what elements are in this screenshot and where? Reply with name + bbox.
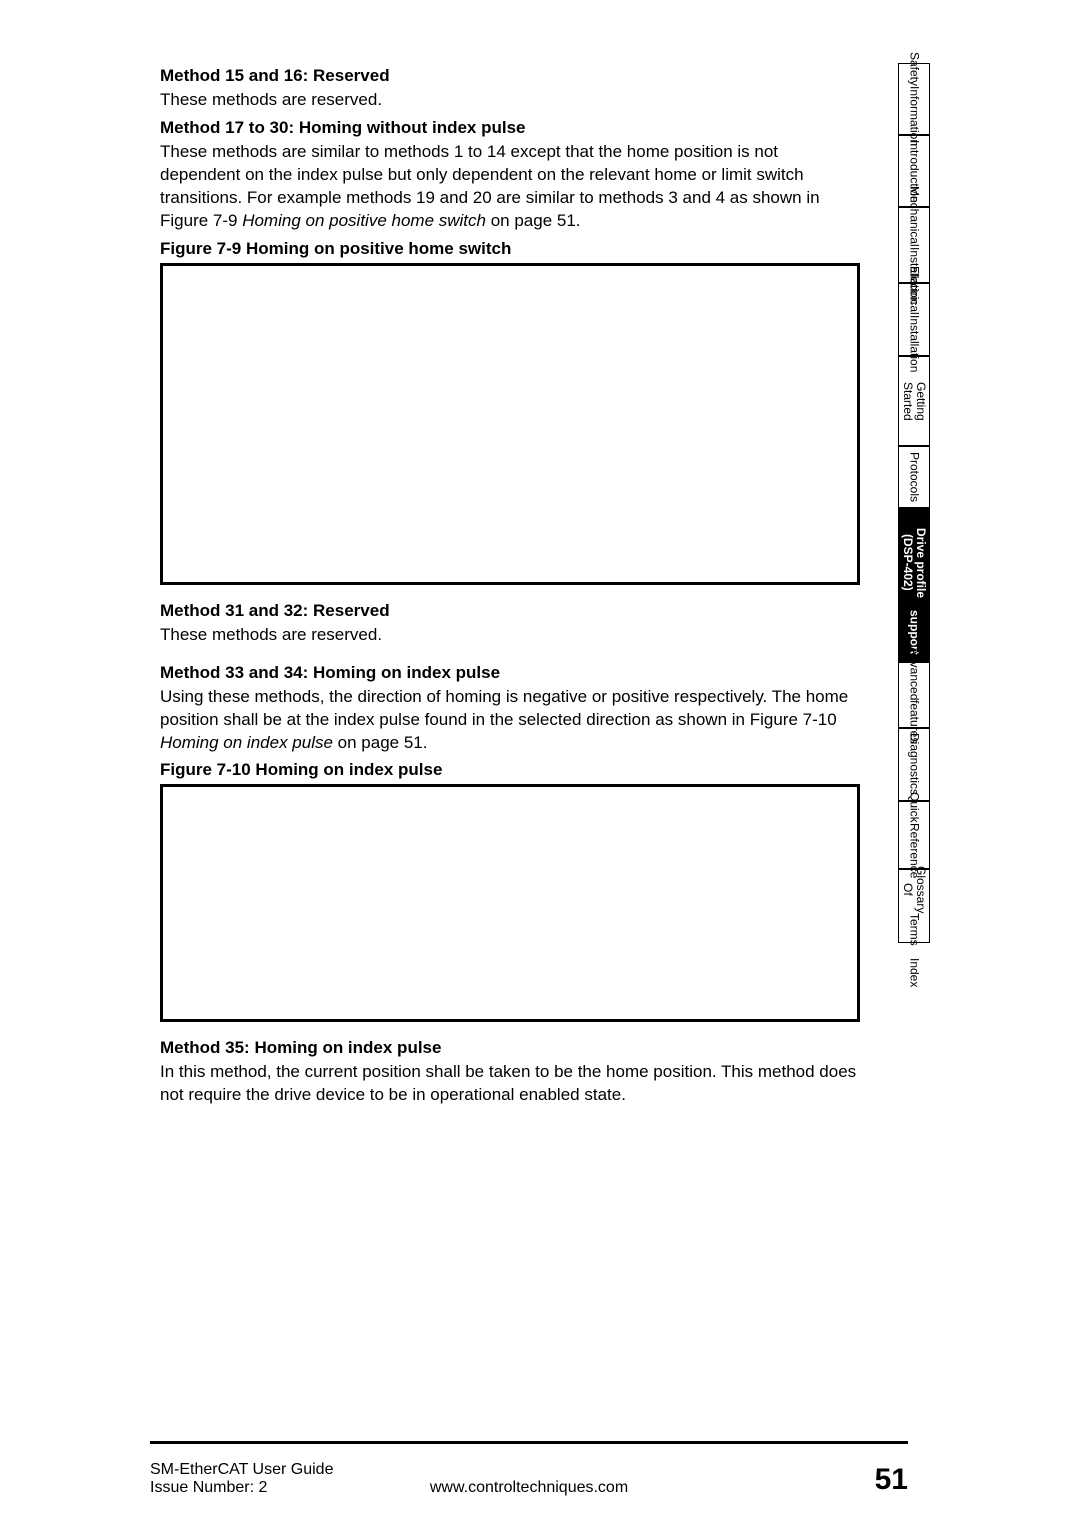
heading-method-17-30: Method 17 to 30: Homing without index pu… [160, 118, 860, 138]
tab-glossary[interactable]: Glossary OfTerms [898, 869, 930, 943]
main-content: Method 15 and 16: Reserved These methods… [160, 66, 860, 1107]
page-number: 51 [875, 1463, 908, 1497]
footer-url: www.controltechniques.com [430, 1479, 628, 1497]
tab-advanced-features[interactable]: Advancedfeatures [898, 662, 930, 728]
figure-7-10-caption: Figure 7-10 Homing on index pulse [160, 760, 860, 780]
text-method-31-32: These methods are reserved. [160, 624, 860, 647]
tab-electrical-installation[interactable]: ElectricalInstallation [898, 283, 930, 356]
tab-drive-profile[interactable]: Drive profile (DSP-402)support [898, 508, 930, 662]
heading-method-15-16: Method 15 and 16: Reserved [160, 66, 860, 86]
footer-guide-name: SM-EtherCAT User Guide [150, 1461, 875, 1479]
text-method-35: In this method, the current position sha… [160, 1061, 860, 1107]
text-method-33-34: Using these methods, the direction of ho… [160, 686, 860, 755]
figure-7-10-box [160, 784, 860, 1022]
figure-7-9-box [160, 263, 860, 585]
text-method-15-16: These methods are reserved. [160, 89, 860, 112]
side-tabs: SafetyInformation Introduction Mechanica… [898, 63, 930, 993]
tab-safety-information[interactable]: SafetyInformation [898, 63, 930, 135]
heading-method-35: Method 35: Homing on index pulse [160, 1038, 860, 1058]
tab-diagnostics[interactable]: Diagnostics [898, 728, 930, 801]
heading-method-33-34: Method 33 and 34: Homing on index pulse [160, 663, 860, 683]
tab-index[interactable]: Index [898, 953, 930, 993]
tab-protocols[interactable]: Protocols [898, 446, 930, 508]
tab-quick-reference[interactable]: QuickReference [898, 801, 930, 869]
heading-method-31-32: Method 31 and 32: Reserved [160, 601, 860, 621]
text-method-17-30: These methods are similar to methods 1 t… [160, 141, 860, 233]
footer-divider [150, 1441, 908, 1444]
footer: SM-EtherCAT User Guide Issue Number: 2 w… [150, 1461, 908, 1497]
tab-getting-started[interactable]: Getting Started [898, 356, 930, 446]
figure-7-9-caption: Figure 7-9 Homing on positive home switc… [160, 239, 860, 259]
